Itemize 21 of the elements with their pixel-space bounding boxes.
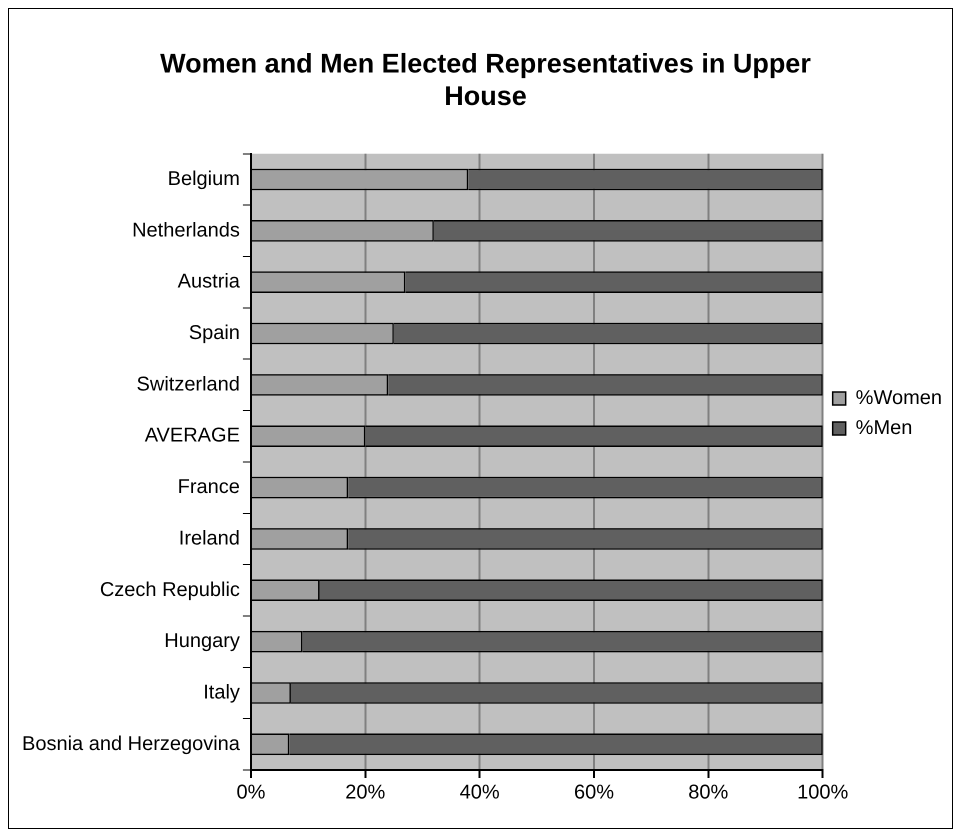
chart-title: Women and Men Elected Representatives in Upper House: [160, 48, 812, 112]
y-tick-label: Bosnia and Herzegovina: [22, 732, 241, 755]
y-tick-label: Spain: [188, 322, 240, 344]
y-tick-label: Ireland: [178, 527, 240, 550]
x-tick-label: 100%: [797, 782, 848, 804]
legend-label: %Men: [856, 417, 912, 440]
y-tick-label: Italy: [203, 681, 240, 704]
y-tick-label: Switzerland: [136, 373, 240, 396]
y-tick-label: Belgium: [168, 168, 240, 190]
y-tick-label: Netherlands: [132, 219, 240, 242]
legend-label: %Women: [856, 387, 942, 410]
y-tick-label: Hungary: [164, 630, 240, 652]
x-tick-label: 0%: [236, 782, 266, 804]
y-tick-label: Czech Republic: [100, 578, 240, 601]
x-tick-label: 40%: [460, 782, 500, 804]
x-tick-label: 20%: [345, 782, 386, 804]
y-tick-label: AVERAGE: [144, 424, 240, 447]
x-tick-label: 60%: [574, 782, 614, 804]
x-tick-label: 80%: [688, 782, 729, 804]
y-tick-label: France: [178, 476, 240, 498]
y-tick-label: Austria: [178, 270, 241, 293]
